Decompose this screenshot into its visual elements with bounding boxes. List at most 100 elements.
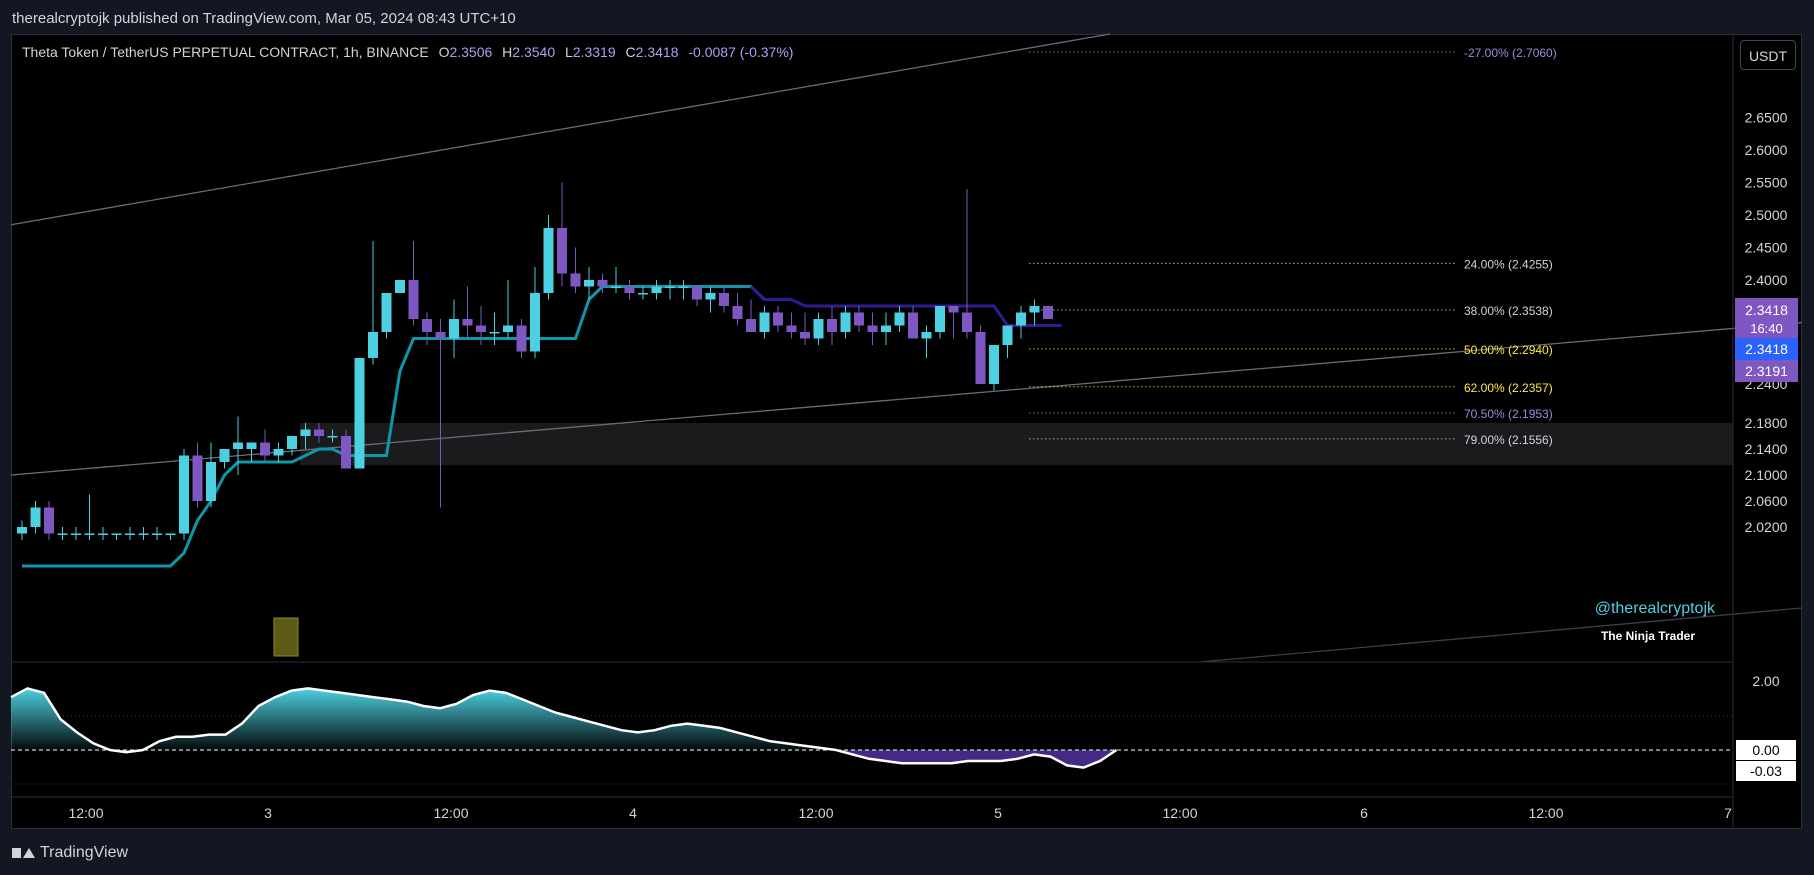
candle-body-68	[935, 306, 945, 332]
candle-body-57	[786, 325, 797, 332]
candle-body-32	[449, 319, 459, 339]
fib-levels-layer: -27.00% (2.7060) 24.00% (2.4255) 38.00% (2…	[1029, 46, 1557, 447]
candle-body-61	[840, 312, 851, 332]
watermark-handle: @therealcryptojk	[1594, 600, 1715, 617]
last-price-badge: 2.3418	[1735, 298, 1798, 322]
candle-body-64	[881, 325, 891, 332]
candle-body-54	[746, 319, 756, 332]
order-block-marker	[273, 617, 299, 657]
candles-layer	[17, 182, 1053, 657]
oscillator-layer	[10, 661, 1733, 785]
y-tick-3: 2.5000	[1745, 207, 1788, 223]
x-tick-7: 6	[1360, 805, 1368, 821]
fib-label-5: 70.50% (2.1953)	[1464, 407, 1553, 421]
x-tick-3: 4	[629, 805, 637, 821]
osc-line	[10, 687, 1118, 769]
candle-body-49	[678, 286, 689, 288]
candle-body-19	[273, 449, 284, 456]
currency-button[interactable]: USDT	[1740, 40, 1796, 70]
footer: TradingView	[12, 838, 128, 868]
close-value: 2.3418	[635, 44, 679, 60]
candle-body-31	[435, 332, 446, 339]
candle-body-59	[813, 319, 824, 339]
candle-body-34	[476, 325, 486, 332]
open-value: 2.3506	[449, 44, 493, 60]
candle-body-12	[179, 455, 189, 534]
candle-body-50	[692, 286, 702, 300]
candle-body-8	[125, 533, 135, 535]
candle-body-37	[516, 325, 527, 352]
tradingview-logo-icon	[12, 846, 35, 860]
fib-label-3: 50.00% (2.2940)	[1464, 343, 1553, 357]
candle-body-45	[624, 286, 635, 293]
candle-body-35	[489, 332, 500, 334]
candle-body-47	[651, 286, 662, 293]
candle-body-69	[948, 306, 959, 313]
candle-body-26	[368, 332, 378, 358]
candle-body-43	[597, 280, 608, 287]
candle-body-51	[705, 293, 716, 300]
high-value: 2.3540	[512, 44, 556, 60]
osc-positive-area	[11, 688, 1117, 750]
x-tick-1: 3	[264, 805, 272, 821]
channel-base-line	[1199, 607, 1803, 663]
x-tick-4: 12:00	[798, 805, 833, 821]
candle-body-41	[570, 273, 581, 287]
y-tick-10: 2.1000	[1745, 467, 1788, 483]
trailing-stop-line-up	[22, 285, 766, 568]
candle-body-71	[975, 332, 986, 384]
candle-body-72	[989, 345, 999, 384]
channel-upper-line	[10, 33, 1111, 226]
published-header: therealcryptojk published on TradingView…	[12, 10, 516, 27]
y-tick-12: 2.0200	[1745, 519, 1788, 535]
candle-body-14	[206, 462, 216, 501]
candle-body-9	[138, 533, 149, 535]
candle-body-24	[341, 436, 351, 469]
x-tick-0: 12:00	[68, 805, 103, 821]
close-label: C	[625, 44, 636, 60]
y-tick-2: 2.5500	[1745, 175, 1788, 191]
candle-body-44	[611, 286, 621, 288]
low-label: L	[565, 44, 573, 60]
candle-body-75	[1029, 306, 1040, 313]
fib-label-2: 38.00% (2.3538)	[1464, 304, 1553, 318]
footer-brand: TradingView	[40, 844, 129, 861]
candle-body-20	[287, 436, 297, 449]
candle-body-46	[638, 293, 648, 295]
candle-body-70	[962, 312, 972, 332]
candle-body-11	[165, 533, 176, 535]
countdown-badge: 16:40	[1735, 320, 1798, 338]
y-tick-5: 2.4000	[1745, 272, 1788, 288]
candle-body-28	[395, 280, 405, 293]
y-tick-0: 2.6500	[1745, 110, 1788, 126]
candle-body-10	[152, 533, 162, 535]
high-label: H	[502, 44, 513, 60]
x-tick-2: 12:00	[433, 805, 468, 821]
osc-tick-box-2	[1736, 761, 1796, 781]
y-tick-9: 2.1400	[1745, 441, 1788, 457]
y-tick-11: 2.0600	[1745, 493, 1788, 509]
candle-body-13	[192, 455, 203, 501]
candle-body-4	[71, 533, 81, 535]
candle-body-67	[921, 332, 932, 339]
x-tick-5: 5	[994, 805, 1002, 821]
fib-label-1: 24.00% (2.4255)	[1464, 257, 1553, 271]
candle-body-38	[530, 293, 540, 352]
candle-body-7	[111, 533, 122, 535]
candle-body-2	[44, 507, 54, 534]
channel-lower-line	[10, 321, 1803, 476]
fib-label-0: -27.00% (2.7060)	[1464, 46, 1557, 60]
candle-body-62	[854, 312, 864, 326]
price-badge-blue: 2.3418	[1735, 338, 1798, 360]
symbol-title: Theta Token / TetherUS PERPETUAL CONTRAC…	[22, 44, 429, 60]
y-tick-1: 2.6000	[1745, 142, 1788, 158]
candle-body-17	[246, 442, 257, 449]
candle-body-27	[381, 293, 392, 332]
candle-body-23	[327, 436, 338, 438]
osc-tick-2: -0.03	[1750, 763, 1782, 779]
candle-body-1	[30, 507, 41, 527]
candle-body-0	[17, 527, 27, 534]
candle-body-63	[867, 325, 878, 332]
axes-layer: 2.65002.60002.55002.50002.45002.40002.30…	[11, 34, 1796, 829]
